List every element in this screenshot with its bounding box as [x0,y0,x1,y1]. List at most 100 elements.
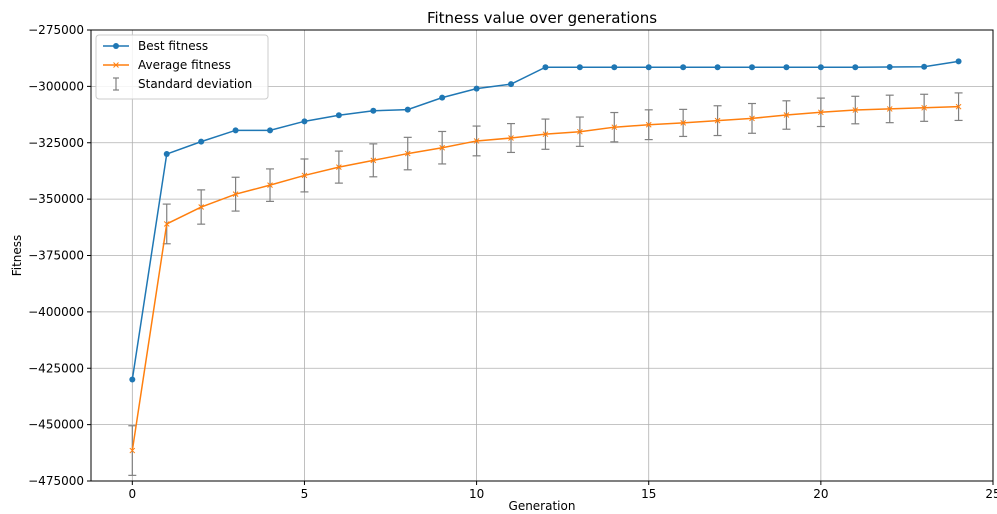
x-marker-stroke [921,104,927,111]
x-marker-stroke [645,121,652,128]
best-fitness-point [370,107,377,114]
y-tick-label: −425000 [28,361,84,375]
x-tick-label: 25 [985,487,997,501]
x-tick-label: 15 [641,487,656,501]
best-fitness-point [886,63,893,70]
average-fitness-point [439,144,446,151]
average-fitness-point [542,131,549,138]
average-fitness-point [852,107,859,113]
y-tick-label: −375000 [28,249,84,263]
x-marker-stroke [198,204,205,210]
average-fitness-point [783,112,790,118]
best-fitness-point [439,94,446,101]
best-fitness-point [817,64,824,71]
average-fitness-point [611,124,618,131]
x-marker-stroke [439,144,446,151]
average-fitness-point [267,182,273,188]
chart-title: Fitness value over generations [427,9,657,27]
best-fitness-point [645,64,652,71]
x-marker-stroke [542,131,549,138]
best-fitness-point [749,64,756,71]
average-fitness-point [508,135,514,141]
average-fitness-point [198,204,205,210]
x-tick-label: 20 [813,487,828,501]
best-fitness-point [542,64,549,71]
best-fitness-point [714,64,721,71]
x-marker-stroke [508,135,514,141]
average-fitness-point [645,121,652,128]
best-fitness-point [921,63,928,70]
average-fitness-point [749,115,755,122]
average-fitness-point [714,117,721,124]
error-bars [128,92,963,476]
average-fitness-point [163,221,170,227]
best-fitness-point [129,376,136,383]
best-fitness-point [611,64,618,71]
legend-average-fitness-label: Average fitness [138,58,231,72]
legend-best-fitness-label: Best fitness [138,39,208,53]
y-tick-label: −450000 [28,418,84,432]
x-marker-stroke [886,106,893,112]
average-fitness-point [232,191,239,198]
legend: Best fitness Average fitness Standard devi… [95,34,269,100]
average-fitness-point [404,150,411,157]
y-axis-label: Fitness [10,235,24,277]
x-marker-stroke [404,150,411,157]
average-fitness-point [921,104,927,111]
average-fitness-point [955,103,962,110]
y-tick-label: −275000 [28,23,84,37]
x-marker-stroke [129,447,136,454]
best-fitness-point [301,118,308,125]
best-fitness-line [131,60,959,380]
y-tick-label: −350000 [28,192,84,206]
x-marker-stroke [818,109,824,116]
y-tick-label: −300000 [28,79,84,93]
x-axis-label: Generation [509,499,576,513]
x-tick-label: 0 [128,487,136,501]
average-fitness-line [131,105,959,451]
x-marker-stroke [473,138,480,144]
x-marker-stroke [370,157,377,164]
x-marker-stroke [232,191,239,198]
best-fitness-point [335,112,342,119]
best-fitness-point [783,64,790,71]
x-marker-stroke [749,115,755,122]
best-fitness-point [852,64,859,71]
best-fitness-point [473,85,480,92]
best-fitness-point [267,127,274,134]
legend-average-fitness-marker [113,62,119,68]
average-fitness-point [886,106,893,112]
average-fitness-point [370,157,377,164]
best-fitness-point [163,151,170,158]
average-fitness-point [129,447,136,454]
average-fitness-point [301,172,308,179]
x-tick-label: 5 [301,487,309,501]
average-fitness-point [818,109,824,116]
x-marker-stroke [267,182,273,188]
best-fitness-point [680,64,687,71]
x-marker-stroke [714,117,721,124]
y-tick-label: −475000 [28,474,84,488]
x-marker-stroke [852,107,859,113]
x-marker-stroke [577,128,583,135]
best-fitness-point [955,58,962,65]
x-tick-label: 10 [469,487,484,501]
x-marker-stroke [783,112,790,118]
best-fitness-point [508,81,515,88]
x-marker-stroke [336,164,342,170]
y-tick-label: −325000 [28,136,84,150]
best-fitness-point [404,106,411,113]
legend-best-fitness-marker [113,43,119,49]
x-marker-stroke [955,103,962,110]
x-marker-stroke [301,172,308,179]
best-fitness-point [198,138,205,145]
average-fitness-point [336,164,342,170]
average-fitness-point [473,138,480,144]
x-marker-stroke [611,124,618,131]
legend-box [95,34,269,100]
x-marker-stroke [163,221,170,227]
y-tick-label: −400000 [28,305,84,319]
x-marker-stroke [113,62,119,68]
legend-standard-deviation-label: Standard deviation [138,77,252,91]
